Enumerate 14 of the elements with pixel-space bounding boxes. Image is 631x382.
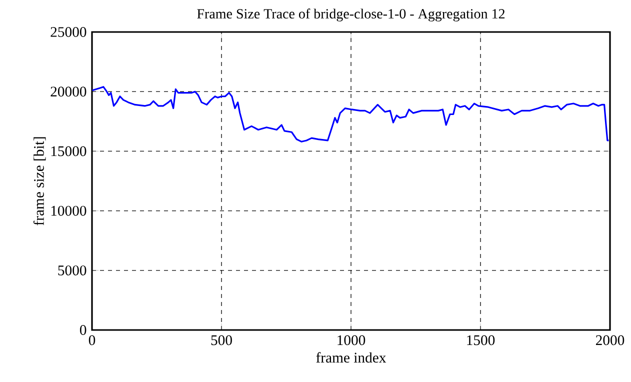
y-tick-label: 25000	[50, 27, 86, 37]
x-tick-label: 0	[88, 335, 96, 346]
x-tick-label: 2000	[596, 335, 624, 346]
y-tick-label: 15000	[51, 146, 86, 156]
y-tick-label: 5000	[58, 265, 86, 276]
x-tick-label: 1000	[338, 335, 366, 346]
y-tick-label: 10000	[51, 206, 86, 216]
chart-title: Frame Size Trace of bridge-close-1-0 - Aggregation 12	[197, 8, 505, 22]
y-tick-label: 20000	[50, 86, 86, 97]
x-axis-title: frame index	[316, 352, 386, 363]
x-tick-label: 500	[211, 335, 232, 346]
y-tick-label: 0	[80, 325, 86, 335]
x-tick-label: 1500	[467, 335, 495, 346]
y-axis-title: frame size [bit]	[33, 137, 46, 226]
